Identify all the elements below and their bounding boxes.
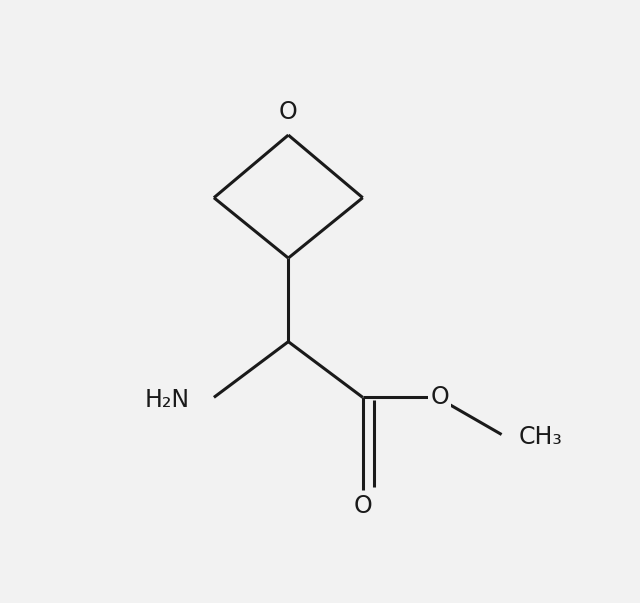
Text: O: O xyxy=(353,494,372,519)
Text: O: O xyxy=(430,385,449,409)
Text: H₂N: H₂N xyxy=(144,388,189,412)
Text: O: O xyxy=(279,100,298,124)
Text: CH₃: CH₃ xyxy=(519,425,563,449)
